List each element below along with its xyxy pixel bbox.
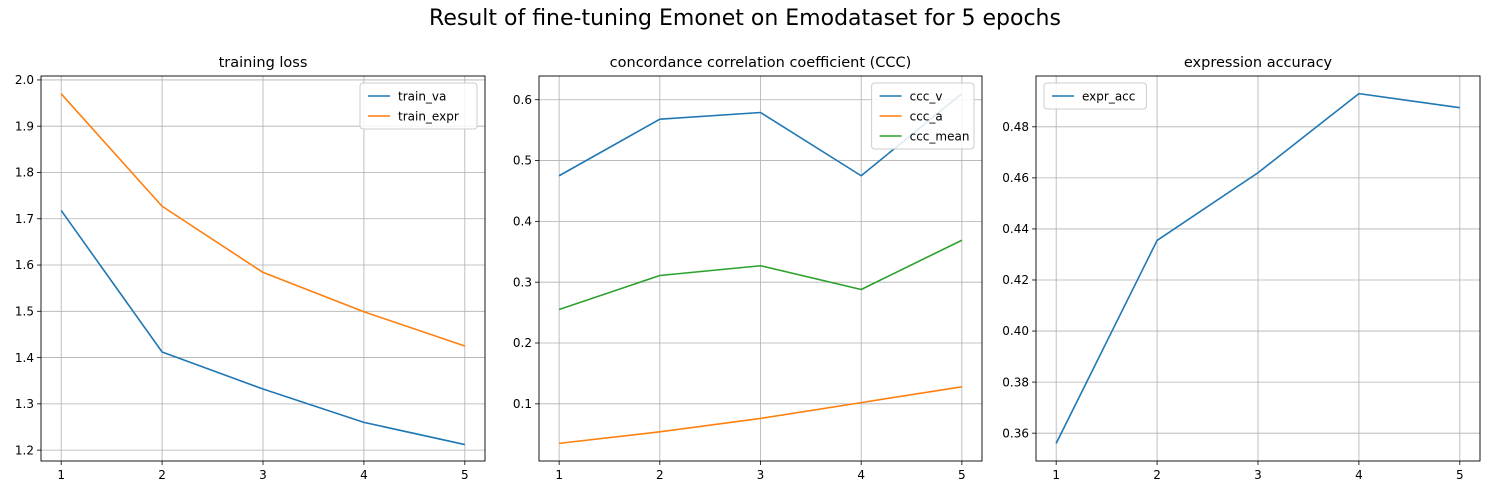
legend-box <box>1043 82 1147 110</box>
legend-label: ccc_v <box>910 89 943 103</box>
x-tick-label: 4 <box>857 468 865 482</box>
y-tick-label: 0.48 <box>1002 120 1029 134</box>
y-tick-label: 0.2 <box>513 336 532 350</box>
legend-label: ccc_mean <box>910 129 970 143</box>
y-tick-label: 1.7 <box>15 212 34 226</box>
y-tick-label: 0.44 <box>1002 222 1029 236</box>
x-tick-label: 3 <box>1254 468 1262 482</box>
x-tick-label: 4 <box>360 468 368 482</box>
x-tick-label: 5 <box>1456 468 1464 482</box>
y-tick-label: 1.9 <box>15 119 34 133</box>
y-tick-label: 0.36 <box>1002 426 1029 440</box>
y-tick-label: 0.4 <box>513 215 532 229</box>
x-tick-label: 5 <box>461 468 469 482</box>
y-tick-label: 0.3 <box>513 275 532 289</box>
y-tick-label: 1.4 <box>15 351 34 365</box>
chart-title: training loss <box>219 55 308 71</box>
x-tick-label: 1 <box>57 468 65 482</box>
x-grid <box>1055 76 1461 461</box>
legend-box <box>871 82 975 150</box>
legend: expr_acc <box>1043 82 1147 110</box>
y-tick-label: 1.3 <box>15 397 34 411</box>
legend: ccc_v ccc_a ccc_mean <box>871 82 975 150</box>
y-tick-label: 0.46 <box>1002 171 1029 185</box>
legend-label: expr_acc <box>1082 89 1135 103</box>
legend-label: ccc_a <box>910 109 943 123</box>
y-grid <box>1036 126 1480 434</box>
x-tick-label: 1 <box>555 468 563 482</box>
chart-title: concordance correlation coefficient (CCC… <box>610 55 912 71</box>
y-tick-label: 1.8 <box>15 166 34 180</box>
x-tick-label: 4 <box>1355 468 1363 482</box>
x-grid <box>60 76 466 461</box>
x-tick-label: 2 <box>1153 468 1161 482</box>
y-tick-label: 1.5 <box>15 305 34 319</box>
x-tick-label: 3 <box>757 468 765 482</box>
y-tick-label: 0.38 <box>1002 375 1029 389</box>
x-tick-label: 5 <box>958 468 966 482</box>
y-tick-label: 0.40 <box>1002 324 1029 338</box>
y-tick-label: 1.6 <box>15 258 34 272</box>
x-tick-label: 2 <box>158 468 166 482</box>
x-tick-label: 3 <box>259 468 267 482</box>
legend-label: train_va <box>398 89 446 103</box>
x-tick-label: 2 <box>656 468 664 482</box>
y-tick-label: 1.2 <box>15 443 34 457</box>
y-tick-label: 0.5 <box>513 154 532 168</box>
legend: train_va train_expr <box>359 82 478 130</box>
legend-box <box>359 82 478 130</box>
chart-title: expression accuracy <box>1184 55 1333 71</box>
y-tick-label: 0.1 <box>513 397 532 411</box>
legend-label: train_expr <box>398 109 459 123</box>
x-tick-label: 1 <box>1052 468 1060 482</box>
y-grid <box>539 99 982 405</box>
y-tick-label: 2.0 <box>15 73 34 87</box>
y-tick-label: 0.42 <box>1002 273 1029 287</box>
y-tick-label: 0.6 <box>513 93 532 107</box>
figure-suptitle: Result of fine-tuning Emonet on Emodatas… <box>429 6 1061 31</box>
